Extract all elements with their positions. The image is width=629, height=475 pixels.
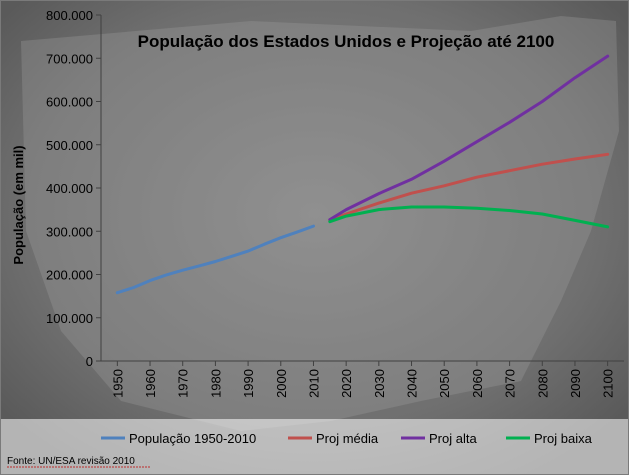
x-tick-label: 2060 (470, 369, 485, 398)
y-tick-label: 700.000 (46, 51, 93, 66)
y-tick-label: 100.000 (46, 311, 93, 326)
legend-label-2: Proj média (316, 431, 379, 446)
x-tick-label: 2000 (274, 369, 289, 398)
x-axis-ticks: 1950 1960 1970 1980 1990 2000 2010 2020 2030 2040… (110, 361, 616, 398)
x-tick-label: 2030 (372, 369, 387, 398)
legend-label-1: População 1950-2010 (129, 431, 256, 446)
x-tick-label: 1990 (241, 369, 256, 398)
y-tick-label: 200.000 (46, 268, 93, 283)
map-landmass-shape (21, 16, 619, 431)
y-axis-ticks: 0 100.000 200.000 300.000 400.000 500.000 600.… (46, 8, 101, 369)
series-line-1 (115, 224, 315, 295)
legend-label-3: Proj alta (429, 431, 477, 446)
series-line-3 (328, 54, 610, 222)
x-tick-label: 2010 (306, 369, 321, 398)
y-tick-label: 600.000 (46, 95, 93, 110)
x-tick-label: 2080 (535, 369, 550, 398)
source-note: Fonte: UN/ESA revisão 2010 (7, 456, 135, 467)
x-tick-label: 1980 (208, 369, 223, 398)
series-lines (115, 54, 610, 295)
x-tick-label: 2090 (568, 369, 583, 398)
legend-band (1, 419, 628, 474)
x-tick-label: 2040 (405, 369, 420, 398)
y-tick-label: 0 (86, 354, 93, 369)
legend: População 1950-2010 Proj média Proj alta Pr… (101, 431, 593, 446)
y-axis-label: População (em mil) (11, 145, 26, 264)
y-tick-label: 500.000 (46, 138, 93, 153)
legend-label-4: Proj baixa (534, 431, 593, 446)
series-line-2 (328, 152, 610, 222)
x-tick-label: 1960 (143, 369, 158, 398)
x-tick-label: 1970 (176, 369, 191, 398)
y-tick-label: 300.000 (46, 224, 93, 239)
x-tick-label: 2070 (503, 369, 518, 398)
x-tick-label: 2050 (437, 369, 452, 398)
chart-title: População dos Estados Unidos e Projeção … (138, 32, 555, 51)
x-tick-label: 2020 (339, 369, 354, 398)
series-line-4 (328, 205, 610, 229)
y-tick-label: 800.000 (46, 8, 93, 23)
y-tick-label: 400.000 (46, 181, 93, 196)
x-tick-label: 2100 (601, 369, 616, 398)
x-tick-label: 1950 (110, 369, 125, 398)
